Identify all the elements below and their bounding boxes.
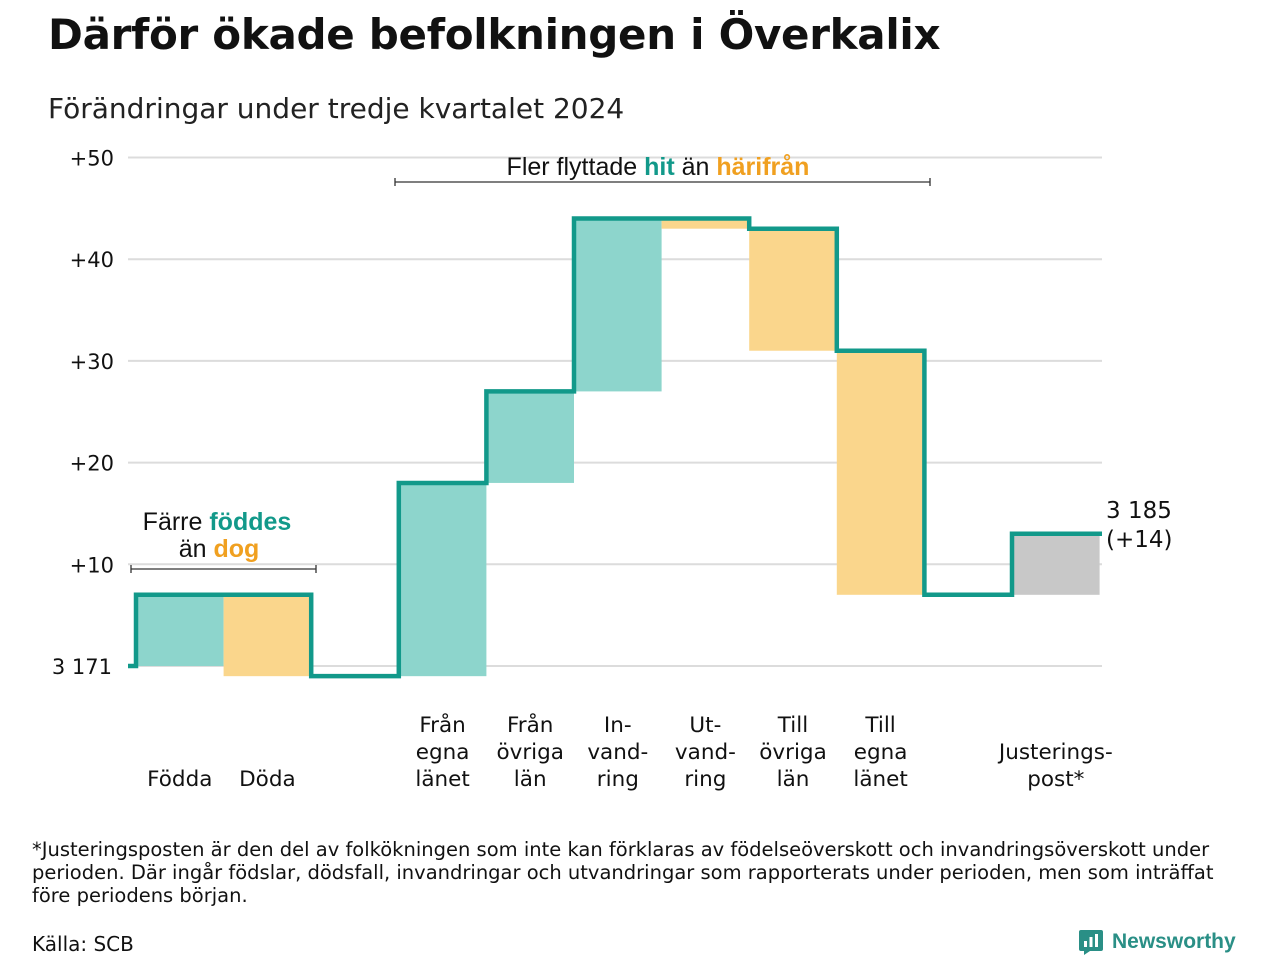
bar — [749, 228, 837, 351]
bar — [1012, 533, 1100, 595]
y-tick-label: +20 — [70, 452, 114, 476]
bar — [661, 218, 750, 229]
category-label: In-vand-ring — [587, 713, 648, 792]
chart-title: Därför ökade befolkningen i Överkalix — [48, 10, 941, 59]
end-label-line: 3 185 — [1106, 498, 1172, 524]
y-tick-label: +40 — [70, 248, 114, 272]
bar — [398, 482, 487, 677]
baseline-tick-label: 3 171 — [52, 655, 112, 679]
y-tick-label: +10 — [70, 553, 114, 577]
annotation-bracket-left — [130, 565, 317, 573]
annotation-births-deaths-line1: Färre föddes — [143, 508, 292, 536]
bar — [486, 391, 574, 483]
step-line — [128, 216, 1102, 679]
bar — [223, 594, 312, 677]
annotation-births-deaths-line2: än dog — [179, 535, 260, 563]
category-label: Ut-vand-ring — [675, 713, 736, 792]
annotation-migration: Fler flyttade hit än härifrån — [507, 153, 810, 181]
category-label: Från egna länet — [415, 712, 469, 792]
newsworthy-logo-icon — [1079, 930, 1103, 955]
category-label: Från övriga län — [496, 712, 564, 792]
end-label-line: (+14) — [1106, 527, 1172, 553]
brand-name: Newsworthy — [1112, 930, 1236, 953]
y-tick-label: +50 — [70, 147, 114, 171]
y-tick-label: +30 — [70, 350, 114, 374]
category-label: Födda — [147, 767, 212, 792]
annotation-bracket-top — [394, 178, 931, 186]
bar — [574, 218, 662, 392]
waterfall-chart: 3 171 +10 +20 +30 +40 +50 Födda Döda Från egna lä… — [52, 147, 1173, 793]
y-axis-tick-labels: 3 171 +10 +20 +30 +40 +50 — [52, 147, 114, 680]
bar — [136, 594, 224, 666]
category-label: Till övriga län — [759, 713, 827, 792]
footnote: *Justeringsposten är den del av folkökni… — [32, 838, 1214, 907]
source-label: Källa: SCB — [32, 932, 134, 956]
brand-logo: Newsworthy — [1078, 928, 1236, 956]
bars — [136, 218, 1100, 677]
category-label: Justerings-post* — [997, 740, 1113, 792]
end-label: 3 185 (+14) — [1106, 498, 1172, 553]
category-label: Döda — [239, 767, 296, 792]
chart-subtitle: Förändringar under tredje kvartalet 2024 — [48, 92, 625, 125]
category-label: Till egna länet — [853, 713, 907, 792]
bar — [836, 350, 925, 595]
category-labels: Födda Döda Från egna länet Från övriga län In-va… — [147, 712, 1113, 792]
step-line-path — [128, 216, 1102, 679]
